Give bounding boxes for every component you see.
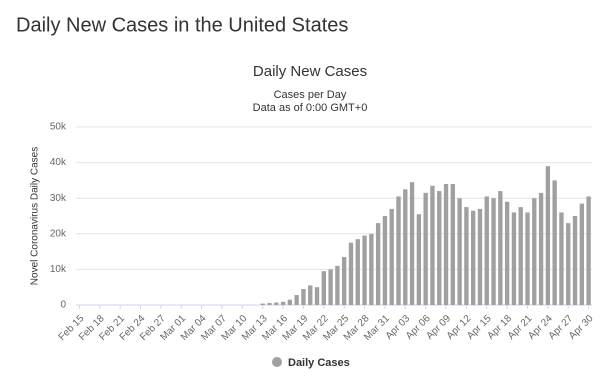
chart-subtitle: Data as of 0:00 GMT+0 [253, 102, 368, 114]
bar [566, 223, 571, 305]
page-title: Daily New Cases in the United States [16, 14, 348, 36]
bar [355, 239, 360, 305]
bar [504, 201, 510, 305]
bar [335, 265, 340, 305]
chart-subtitle: Cases per Day [274, 89, 347, 101]
legend-marker [272, 357, 282, 367]
bar [375, 223, 381, 305]
bar [552, 180, 557, 305]
bar [416, 214, 422, 305]
bar [403, 189, 408, 305]
bar [362, 235, 367, 305]
bar [301, 288, 306, 305]
bar [437, 191, 442, 305]
bar [586, 196, 591, 305]
bar [287, 299, 293, 305]
bar [348, 242, 354, 305]
bar [538, 192, 544, 305]
bar [409, 182, 415, 305]
bar [314, 287, 320, 305]
bar [532, 198, 537, 305]
bar [443, 183, 449, 305]
bar [545, 166, 551, 305]
bar [430, 185, 435, 305]
bar [484, 196, 489, 305]
bar [396, 196, 401, 305]
bar [518, 207, 523, 305]
bar [579, 203, 584, 305]
bar [321, 271, 326, 305]
bar [525, 212, 530, 305]
bar [280, 301, 286, 305]
bar [369, 233, 374, 305]
bar [491, 198, 496, 305]
bar [450, 183, 455, 305]
y-tick-label: 40k [50, 157, 67, 168]
bar [389, 208, 394, 305]
bar [423, 192, 428, 305]
bar [471, 210, 476, 305]
y-tick-label: 20k [50, 228, 67, 239]
bar [572, 216, 578, 305]
y-tick-label: 30k [50, 193, 67, 204]
bar [511, 212, 517, 305]
legend-label: Daily Cases [288, 357, 350, 369]
y-axis-title: Novel Coronavirus Daily Cases [30, 147, 41, 285]
y-tick-label: 50k [50, 122, 67, 133]
y-tick-label: 10k [50, 264, 67, 275]
bar [260, 303, 265, 305]
bar [274, 302, 279, 305]
bar [267, 303, 272, 305]
bar [294, 295, 299, 305]
bar [464, 207, 469, 305]
bar [328, 269, 333, 305]
bar [559, 212, 564, 305]
bar [382, 216, 388, 305]
bar [342, 256, 347, 305]
chart-title: Daily New Cases [253, 63, 367, 80]
y-tick-label: 0 [60, 300, 66, 311]
bar [498, 191, 503, 305]
bar [457, 198, 462, 305]
bar [308, 285, 313, 305]
bar [477, 208, 483, 305]
